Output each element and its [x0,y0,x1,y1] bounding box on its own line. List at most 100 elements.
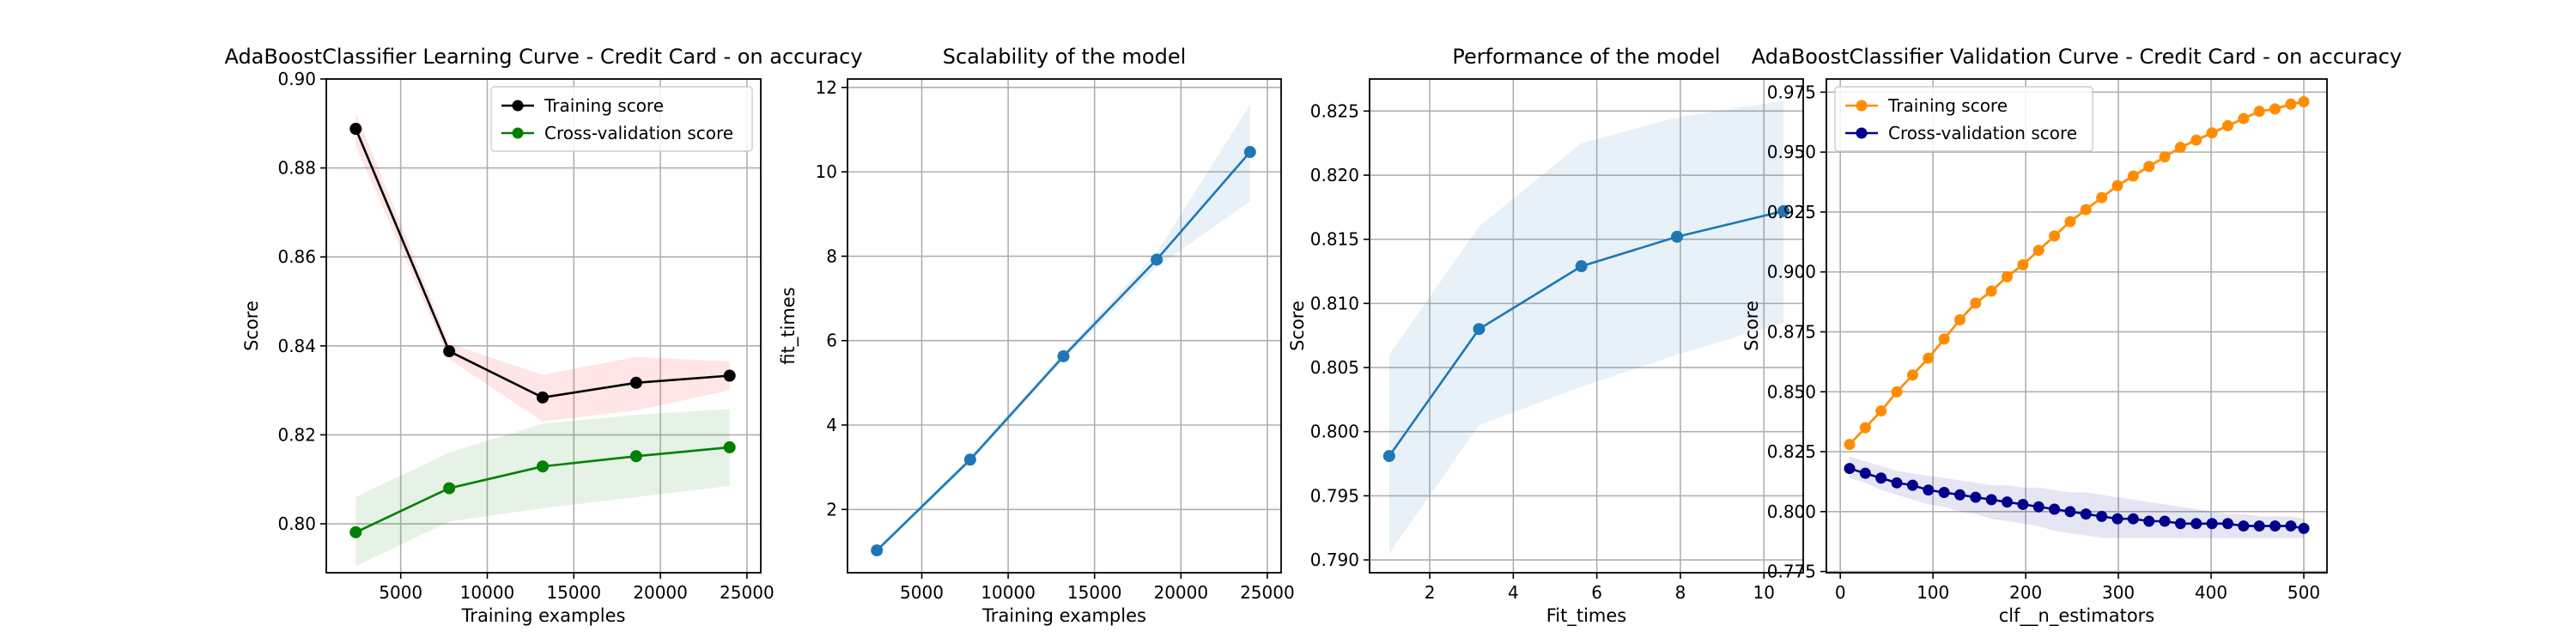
x-tick-label: 25000 [720,582,775,603]
data-point [629,450,642,463]
y-axis-label: Score [241,301,262,351]
legend-marker [512,127,524,139]
y-tick-label: 0.86 [277,246,316,267]
y-tick-label: 0.850 [1767,381,1816,402]
data-point [2159,515,2171,527]
legend-box [1834,86,2093,152]
data-point [2111,179,2123,191]
plot-area [1370,79,1803,573]
x-tick-label: 5000 [379,582,422,603]
data-point [2285,98,2297,110]
data-point [2143,515,2155,527]
axes-frame [1369,78,1804,574]
x-axis-label: Fit_times [1546,605,1627,627]
x-tick-label: 100 [1917,582,1949,603]
legend-label: Cross-validation score [544,123,733,143]
data-point [1970,297,1982,309]
y-tick-label: 0.90 [277,69,316,89]
data-point [536,460,549,473]
y-tick-label: 0.825 [1310,100,1359,121]
data-point [1953,314,1965,326]
legend-box [490,86,753,152]
legend-label: Training score [544,95,664,116]
data-point [1859,422,1871,434]
y-axis-label: fit_times [778,287,799,364]
data-point [2064,216,2076,228]
data-point [2111,513,2123,525]
axes-frame [1826,78,2328,574]
y-tick-label: 0.900 [1767,262,1816,283]
data-point [1938,486,1950,498]
y-tick-label: 0.82 [277,424,316,445]
data-point [2049,230,2061,242]
y-tick-label: 0.805 [1310,357,1359,378]
data-point [1906,479,1918,491]
data-point [2127,170,2139,182]
chart-title: AdaBoostClassifier Validation Curve - Cr… [1752,45,2402,69]
y-tick-label: 4 [826,415,837,435]
data-point [1891,477,1903,489]
data-point [536,391,549,404]
data-point [2298,522,2310,534]
x-axis-label: Training examples [461,605,626,626]
x-tick-label: 15000 [546,582,601,603]
legend-marker [512,100,524,112]
data-point [2253,520,2265,532]
data-point [1575,260,1588,273]
y-tick-label: 0.825 [1767,441,1816,462]
x-tick-label: 8 [1675,582,1686,603]
data-point [1151,253,1163,266]
data-point [349,526,362,538]
x-tick-label: 6 [1591,582,1602,603]
data-point [2238,112,2250,125]
data-point [2032,501,2044,513]
data-point [1473,323,1485,336]
data-point [2269,520,2281,532]
x-tick-label: 15000 [1067,582,1122,603]
data-point [2017,258,2029,270]
data-point [871,544,884,556]
chart-panel-1: 5000 10000 15000 20000 25000 0.80 0.82 0.84 0.86… [224,45,862,626]
data-point [723,369,736,382]
data-point [1923,484,1935,496]
data-point [2049,503,2061,515]
confidence-band [1850,456,2304,538]
y-tick-label: 0.810 [1310,293,1359,313]
chart-title: Scalability of the model [943,45,1187,69]
x-tick-label: 0 [1835,582,1846,603]
data-point [963,453,976,466]
confidence-band [355,409,730,567]
data-point [2096,191,2108,204]
x-tick-label: 20000 [1153,582,1208,603]
data-point [2096,510,2108,522]
data-point [2285,520,2297,532]
y-tick-label: 12 [816,77,837,98]
data-point [2159,151,2171,163]
axes-frame [847,78,1282,574]
data-point [1671,230,1684,243]
y-tick-label: 0.84 [277,336,316,356]
data-point [2298,96,2310,108]
confidence-band [1388,100,1784,554]
data-point [1953,489,1965,501]
legend-marker [1856,127,1868,139]
x-tick-label: 5000 [900,582,944,603]
legend: Training score Cross-validation score [490,86,753,152]
data-point [1891,386,1903,398]
y-tick-label: 0.80 [277,513,316,534]
data-point [1906,369,1918,381]
data-point [2221,119,2233,131]
data-point [2269,103,2281,115]
chart-panel-2: 5000 10000 15000 20000 25000 2 4 6 8 10 12 Training… [778,45,1295,626]
y-tick-label: 10 [816,161,837,182]
data-point [2190,518,2202,530]
data-point [629,376,642,389]
data-point [2238,520,2250,532]
data-point [2174,518,2186,530]
data-point [2002,496,2014,508]
data-point [2032,245,2044,257]
chart-title: AdaBoostClassifier Learning Curve - Cred… [224,45,862,69]
y-tick-label: 0.950 [1767,142,1816,162]
x-axis-label: Training examples [981,605,1146,626]
